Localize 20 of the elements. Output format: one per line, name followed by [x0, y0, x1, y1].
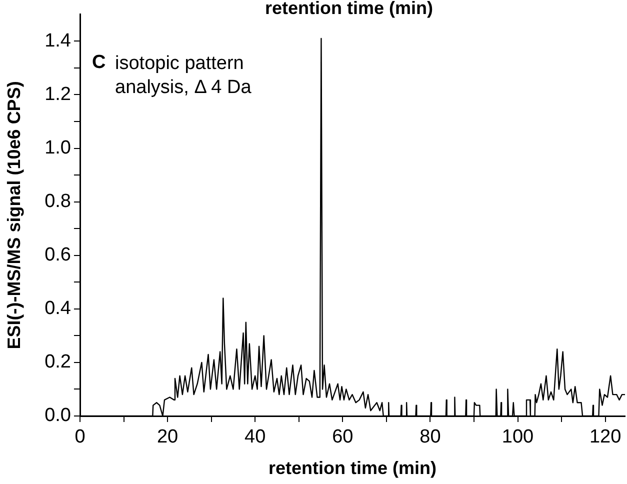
y-tick-label: 0.6 [44, 244, 71, 266]
y-tick-label: 1.2 [44, 84, 71, 105]
x-tick-label: 100 [502, 426, 534, 448]
y-tick-label: 0.4 [44, 298, 72, 320]
y-tick-label: 0.0 [44, 405, 71, 426]
y-tick-label: 0.8 [44, 191, 71, 212]
x-tick-label: 120 [589, 426, 622, 448]
y-tick-label: 1.0 [44, 138, 71, 158]
x-tick-label: 60 [332, 426, 354, 448]
y-tick-label: 0.2 [44, 352, 71, 373]
x-tick-label: 0 [74, 426, 86, 448]
x-axis-title: retention time (min) [268, 458, 437, 478]
y-axis-title: ESI(-)-MS/MS signal (10e6 CPS) [4, 81, 24, 350]
y-tick-label: 1.4 [44, 30, 72, 52]
x-tick-label: 40 [244, 426, 266, 448]
x-tick-label: 80 [420, 426, 441, 448]
x-tick-label: 20 [156, 426, 178, 448]
annotation: retention time (min) [265, 0, 434, 19]
annotation: isotopic pattern analysis, Δ 4 Da [115, 52, 252, 100]
annotation: C [92, 52, 106, 74]
